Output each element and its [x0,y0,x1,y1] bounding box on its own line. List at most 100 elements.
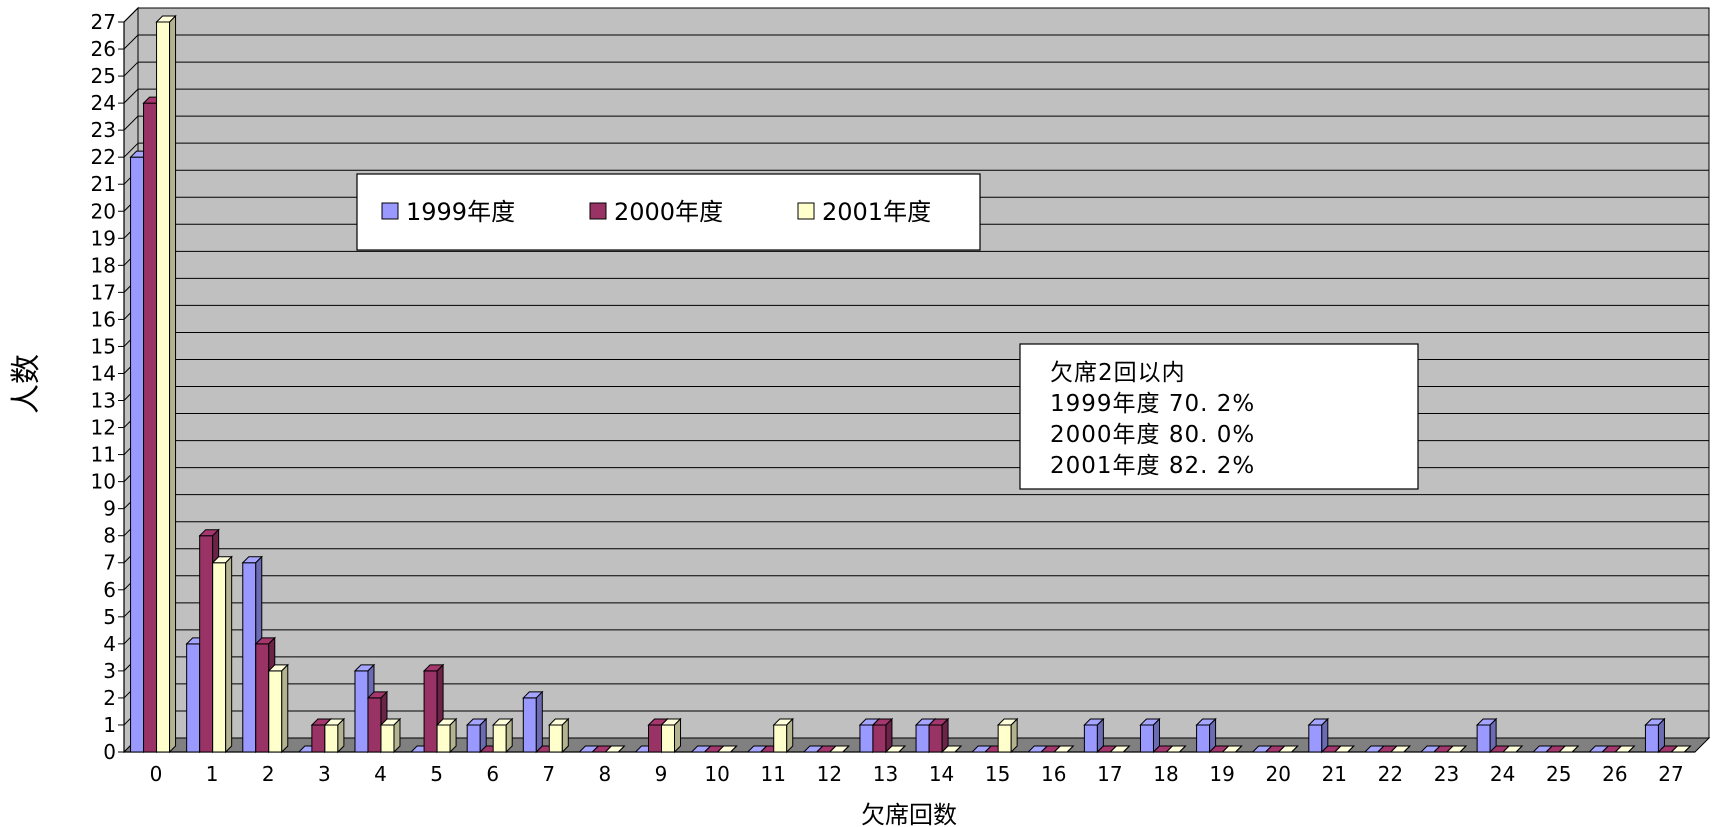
x-tick-label: 8 [599,762,612,786]
bar-2000年度-14 [927,717,950,754]
x-tick-label: 5 [430,762,443,786]
annotation-line: 1999年度 70. 2% [1050,391,1255,417]
bar-1999年度-7 [522,690,544,754]
x-tick-label: 4 [374,762,387,786]
bar-2001年度-2 [267,663,289,754]
x-tick-label: 0 [150,762,163,786]
bar-2001年度-1 [211,555,233,754]
bar-2001年度-26 [1614,745,1636,753]
x-tick-label: 11 [761,762,786,786]
x-tick-label: 1 [206,762,219,786]
bar-2001年度-8 [604,745,626,753]
y-tick-labels: 0123456789101112131415161718192021222324… [91,10,125,764]
bar-2001年度-20 [1277,745,1299,753]
x-axis-label: 欠席回数 [861,801,957,827]
grid-line-side [123,7,139,23]
legend-label: 2001年度 [822,198,931,226]
annotation-line: 欠席2回以内 [1050,360,1186,386]
x-tick-label: 22 [1378,762,1403,786]
bar-2001年度-15 [996,717,1019,754]
x-tick-label: 23 [1434,762,1459,786]
x-tick-label: 9 [655,762,668,786]
legend-swatch [381,202,399,220]
x-tick-label: 16 [1041,762,1066,786]
bar-2001年度-6 [491,717,514,754]
x-tick-label: 14 [929,762,954,786]
y-tick-label: 27 [91,10,116,34]
y-tick-label: 13 [91,389,116,413]
y-tick-label: 26 [91,37,116,61]
legend-box [356,173,981,251]
legend-swatch [797,202,815,220]
y-tick-label: 10 [91,470,116,494]
bar-2001年度-12 [828,745,851,753]
bar-2001年度-14 [940,745,963,753]
x-tick-label: 7 [542,762,555,786]
x-tick-label: 10 [704,762,729,786]
x-tick-label: 12 [817,762,842,786]
bar-2001年度-13 [884,745,907,753]
y-tick-label: 18 [91,253,116,277]
grid-line-side [123,142,139,158]
bar-2001年度-19 [1221,745,1243,753]
y-tick-label: 9 [103,497,116,521]
bar-2001年度-9 [660,717,682,754]
bar-1999年度-24 [1475,717,1498,754]
bar-2001年度-7 [548,717,570,754]
annotation-box: 欠席2回以内 1999年度 70. 2% 2000年度 80. 0% 2001年度 8… [1019,343,1419,490]
bar-2001年度-5 [435,717,458,754]
y-tick-label: 15 [91,334,116,358]
x-tick-labels: 0 1 2 3 4 5 6 7 8 9 10 11 12 13 14 15 16 17 18 19 20 21 22 23 24… [124,751,1695,786]
x-tick-label: 25 [1546,762,1571,786]
x-tick-label: 2 [262,762,275,786]
legend-swatch [589,202,607,220]
bar-1999年度-27 [1644,717,1666,754]
bar-2000年度-13 [871,717,894,754]
y-tick-label: 12 [91,416,116,440]
y-tick-label: 0 [103,740,116,764]
x-tick-label: 24 [1490,762,1515,786]
x-tick-label: 3 [318,762,331,786]
grid-line-side [123,61,139,77]
bar-2001年度-16 [1053,745,1075,753]
plot-walls [122,6,1711,754]
legend-label: 1999年度 [406,198,515,226]
legend: 1999年度 2000年度 2001年度 [356,173,981,251]
bar-2001年度-23 [1445,745,1468,753]
y-tick-label: 16 [91,307,116,331]
annotation-line: 2000年度 80. 0% [1050,422,1255,448]
y-tick-label: 25 [91,64,116,88]
bar-1999年度-6 [465,717,488,754]
x-tick-label: 26 [1602,762,1627,786]
legend-item: 2000年度 [589,198,723,226]
x-tick-label: 20 [1265,762,1290,786]
bar-2001年度-22 [1389,745,1412,753]
y-tick-label: 1 [103,713,116,737]
y-tick-label: 5 [103,605,116,629]
back-wall [137,7,1710,739]
bar-2001年度-3 [323,717,346,754]
y-tick-label: 20 [91,199,116,223]
bar-2001年度-0 [155,14,177,754]
y-tick-label: 2 [103,686,116,710]
y-axis-label: 人数 [9,354,44,414]
x-tick-label: 27 [1658,762,1683,786]
bar-2001年度-4 [379,717,402,754]
x-tick-label: 13 [873,762,898,786]
bar-2001年度-10 [716,745,738,753]
bar-1999年度-17 [1083,717,1105,754]
grid-line-side [123,34,139,50]
x-tick-label: 21 [1322,762,1347,786]
legend-item: 2001年度 [797,198,931,226]
y-tick-label: 17 [91,280,116,304]
y-tick-label: 3 [103,659,116,683]
y-tick-label: 23 [91,118,116,142]
bar-1999年度-18 [1139,717,1161,754]
bar-2001年度-11 [772,717,794,754]
bar-2001年度-25 [1558,745,1580,753]
bar-1999年度-21 [1307,717,1330,754]
x-tick-label: 17 [1097,762,1122,786]
annotation-line: 2001年度 82. 2% [1050,453,1255,479]
